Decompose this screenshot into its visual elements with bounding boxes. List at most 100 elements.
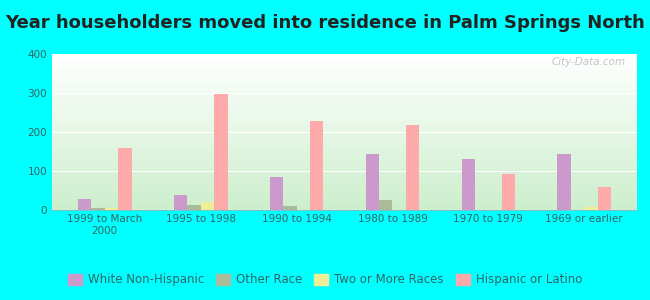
- Bar: [52, 176, 637, 177]
- Bar: [52, 177, 637, 178]
- Bar: [52, 93, 637, 94]
- Bar: [52, 191, 637, 192]
- Bar: [52, 194, 637, 195]
- Bar: [52, 127, 637, 128]
- Bar: [52, 158, 637, 159]
- Bar: [52, 118, 637, 119]
- Bar: [52, 157, 637, 158]
- Bar: [52, 79, 637, 80]
- Bar: [52, 197, 637, 198]
- Bar: [52, 58, 637, 59]
- Bar: [118, 148, 131, 210]
- Bar: [201, 202, 214, 210]
- Bar: [52, 184, 637, 185]
- Bar: [52, 207, 637, 208]
- Bar: [52, 164, 637, 165]
- Bar: [52, 209, 637, 210]
- Bar: [406, 125, 419, 210]
- Bar: [52, 74, 637, 75]
- Bar: [52, 85, 637, 86]
- Bar: [52, 69, 637, 70]
- Bar: [52, 161, 637, 162]
- Bar: [52, 80, 637, 81]
- Bar: [52, 107, 637, 108]
- Bar: [52, 152, 637, 153]
- Bar: [52, 54, 637, 55]
- Bar: [52, 113, 637, 114]
- Bar: [52, 82, 637, 83]
- Bar: [52, 102, 637, 103]
- Bar: [52, 185, 637, 186]
- Bar: [52, 169, 637, 170]
- Bar: [52, 134, 637, 135]
- Bar: [52, 172, 637, 173]
- Bar: [462, 159, 475, 210]
- Bar: [52, 117, 637, 118]
- Bar: [52, 205, 637, 206]
- Bar: [52, 87, 637, 88]
- Bar: [52, 103, 637, 104]
- Bar: [52, 75, 637, 76]
- Bar: [52, 190, 637, 191]
- Bar: [52, 206, 637, 207]
- Bar: [52, 88, 637, 89]
- Bar: [52, 63, 637, 64]
- Bar: [270, 177, 283, 210]
- Bar: [105, 208, 118, 210]
- Bar: [52, 90, 637, 91]
- Legend: White Non-Hispanic, Other Race, Two or More Races, Hispanic or Latino: White Non-Hispanic, Other Race, Two or M…: [63, 269, 587, 291]
- Bar: [52, 98, 637, 99]
- Bar: [310, 121, 324, 210]
- Text: City-Data.com: City-Data.com: [551, 57, 625, 67]
- Bar: [52, 99, 637, 100]
- Bar: [52, 166, 637, 167]
- Bar: [52, 129, 637, 130]
- Bar: [52, 141, 637, 142]
- Bar: [52, 110, 637, 111]
- Bar: [52, 132, 637, 133]
- Bar: [52, 187, 637, 188]
- Bar: [52, 126, 637, 127]
- Bar: [52, 119, 637, 120]
- Bar: [52, 142, 637, 143]
- Bar: [52, 101, 637, 102]
- Bar: [52, 153, 637, 154]
- Bar: [598, 188, 611, 210]
- Bar: [52, 92, 637, 93]
- Bar: [52, 112, 637, 113]
- Bar: [52, 143, 637, 144]
- Bar: [52, 73, 637, 74]
- Bar: [52, 150, 637, 151]
- Bar: [52, 203, 637, 204]
- Bar: [52, 189, 637, 190]
- Bar: [52, 162, 637, 163]
- Bar: [52, 201, 637, 202]
- Bar: [52, 186, 637, 187]
- Bar: [187, 205, 201, 210]
- Bar: [52, 104, 637, 105]
- Bar: [52, 62, 637, 63]
- Bar: [52, 138, 637, 139]
- Bar: [52, 196, 637, 197]
- Bar: [52, 174, 637, 175]
- Bar: [52, 145, 637, 146]
- Bar: [52, 130, 637, 131]
- Bar: [52, 120, 637, 121]
- Bar: [52, 140, 637, 141]
- Bar: [52, 122, 637, 123]
- Bar: [52, 66, 637, 67]
- Bar: [52, 81, 637, 82]
- Bar: [52, 109, 637, 110]
- Bar: [52, 128, 637, 129]
- Bar: [52, 56, 637, 57]
- Bar: [52, 156, 637, 157]
- Bar: [52, 77, 637, 78]
- Bar: [52, 182, 637, 183]
- Bar: [52, 159, 637, 160]
- Bar: [52, 68, 637, 69]
- Bar: [52, 144, 637, 145]
- Bar: [52, 167, 637, 168]
- Bar: [52, 60, 637, 61]
- Bar: [52, 72, 637, 73]
- Bar: [52, 70, 637, 71]
